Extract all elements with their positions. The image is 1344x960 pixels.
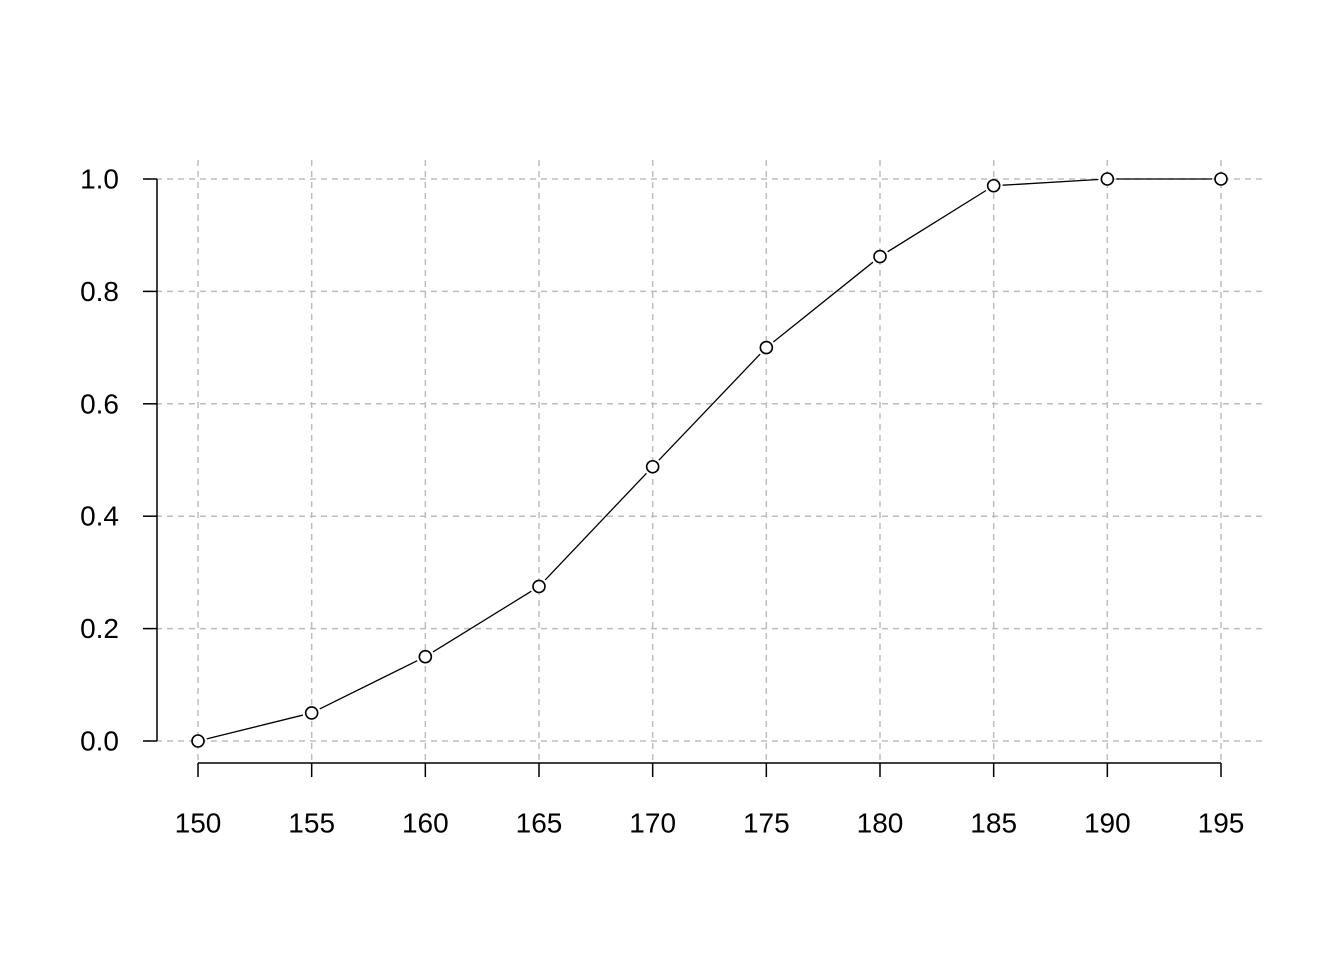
data-point-5 — [759, 340, 774, 355]
data-point-2 — [418, 649, 433, 664]
series-0-segment-0 — [206, 714, 304, 740]
data-point-9 — [1214, 172, 1228, 186]
x-tick-label-9: 195 — [1198, 808, 1245, 839]
data-point-3 — [532, 579, 546, 594]
x-tick-label-1: 155 — [288, 808, 335, 839]
grid — [145, 160, 1265, 760]
y-tick-label-5: 1.0 — [80, 164, 119, 195]
x-tick-label-5: 175 — [743, 808, 790, 839]
x-axis: 150 155 160 165 170 175 180 185 190 195 — [175, 762, 1245, 839]
x-tick-label-8: 190 — [1084, 808, 1131, 839]
data-point-6 — [873, 249, 887, 264]
data-point-0 — [191, 734, 205, 748]
y-tick-label-1: 0.2 — [80, 613, 119, 644]
y-tick-label-2: 0.4 — [80, 501, 119, 532]
series-0-segment-2 — [432, 590, 532, 653]
series-0-segment-4 — [658, 353, 761, 461]
x-tick-label-7: 185 — [970, 808, 1017, 839]
x-tick-label-4: 170 — [629, 808, 676, 839]
x-tick-label-0: 150 — [175, 808, 222, 839]
data-point-8 — [1100, 172, 1115, 186]
x-tick-label-6: 180 — [857, 808, 904, 839]
y-axis: 0.0 0.2 0.4 0.6 0.8 1.0 — [80, 164, 158, 757]
series-0-segment-7 — [1002, 178, 1099, 186]
series-0-segment-5 — [772, 261, 874, 343]
series-0-segment-6 — [887, 189, 987, 253]
x-tick-label-2: 160 — [402, 808, 449, 839]
data-point-4 — [645, 459, 660, 474]
series — [191, 172, 1228, 748]
series-0-segment-3 — [544, 472, 647, 581]
y-tick-label-3: 0.6 — [80, 388, 119, 419]
data-point-7 — [986, 178, 1001, 193]
data-point-1 — [304, 706, 319, 720]
y-tick-label-4: 0.8 — [80, 276, 119, 307]
y-tick-label-0: 0.0 — [80, 726, 119, 757]
x-tick-label-3: 165 — [516, 808, 563, 839]
series-0-segment-1 — [319, 660, 418, 710]
